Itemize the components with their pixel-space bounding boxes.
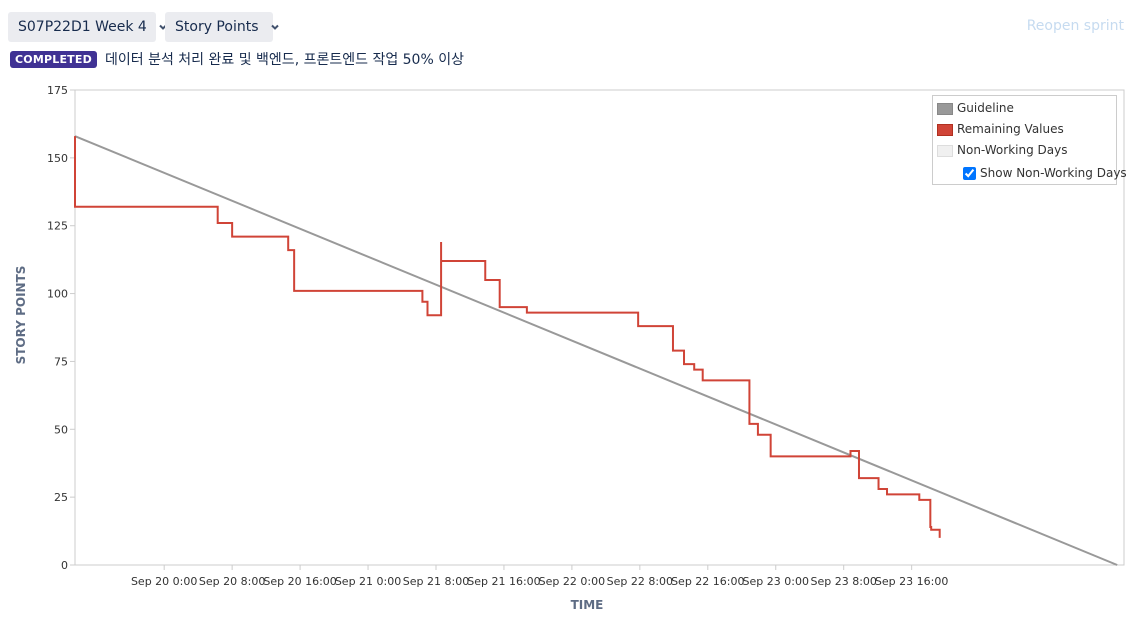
y-tick-label: 25 xyxy=(54,491,68,504)
legend-label-guideline: Guideline xyxy=(957,101,1014,115)
x-tick-label: Sep 22 8:00 xyxy=(607,575,673,588)
legend-item-guideline[interactable]: Guideline xyxy=(937,100,1014,116)
estimation-select-label: Story Points xyxy=(175,19,259,35)
x-tick-label: Sep 20 16:00 xyxy=(263,575,336,588)
status-badge: COMPLETED xyxy=(10,51,97,68)
x-tick-label: Sep 21 0:00 xyxy=(335,575,401,588)
y-tick-label: 50 xyxy=(54,423,68,436)
reopen-sprint-button[interactable]: Reopen sprint xyxy=(1026,18,1124,34)
sprint-select-label: S07P22D1 Week 4 xyxy=(18,19,147,35)
x-tick-label: Sep 20 0:00 xyxy=(131,575,197,588)
y-tick-label: 125 xyxy=(47,220,68,233)
legend-label-non-working: Non-Working Days xyxy=(957,143,1068,157)
estimation-select[interactable]: Story Points xyxy=(165,12,279,42)
x-tick-label: Sep 23 8:00 xyxy=(810,575,876,588)
y-tick-label: 175 xyxy=(47,84,68,97)
series-layer xyxy=(74,135,1118,566)
x-tick-label: Sep 21 16:00 xyxy=(467,575,540,588)
chevron-down-icon xyxy=(271,24,279,30)
x-tick-label: Sep 21 8:00 xyxy=(403,575,469,588)
legend-item-remaining[interactable]: Remaining Values xyxy=(937,121,1064,137)
x-tick-label: Sep 22 16:00 xyxy=(671,575,744,588)
y-axis-label: STORY POINTS xyxy=(14,266,28,365)
show-non-working-checkbox[interactable] xyxy=(963,167,976,180)
legend-label-remaining: Remaining Values xyxy=(957,122,1064,136)
y-tick-label: 0 xyxy=(61,559,68,572)
sprint-select[interactable]: S07P22D1 Week 4 xyxy=(8,12,167,42)
remaining-swatch xyxy=(937,123,953,136)
y-tick-label: 75 xyxy=(54,355,68,368)
chart-legend: Guideline Remaining Values Non-Working D… xyxy=(932,95,1127,185)
x-tick-label: Sep 23 16:00 xyxy=(875,575,948,588)
y-tick-label: 100 xyxy=(47,288,68,301)
guideline-series xyxy=(74,135,1118,566)
show-non-working-label: Show Non-Working Days xyxy=(980,166,1127,180)
remaining-values-series xyxy=(74,136,941,538)
x-tick-label: Sep 23 0:00 xyxy=(743,575,809,588)
y-axis-ticks: 0 25 50 75 100 125 150 175 xyxy=(47,84,75,572)
legend-item-non-working[interactable]: Non-Working Days xyxy=(937,142,1067,158)
y-tick-label: 150 xyxy=(47,152,68,165)
show-non-working-toggle[interactable]: Show Non-Working Days xyxy=(963,165,1127,181)
x-tick-label: Sep 20 8:00 xyxy=(199,575,265,588)
guideline-swatch xyxy=(937,102,953,115)
x-axis-label: TIME xyxy=(571,598,604,612)
sprint-goal: 데이터 분석 처리 완료 및 백엔드, 프론트엔드 작업 50% 이상 xyxy=(105,52,464,68)
non-working-swatch xyxy=(937,144,953,157)
plot-area xyxy=(74,89,1125,566)
x-tick-label: Sep 22 0:00 xyxy=(539,575,605,588)
